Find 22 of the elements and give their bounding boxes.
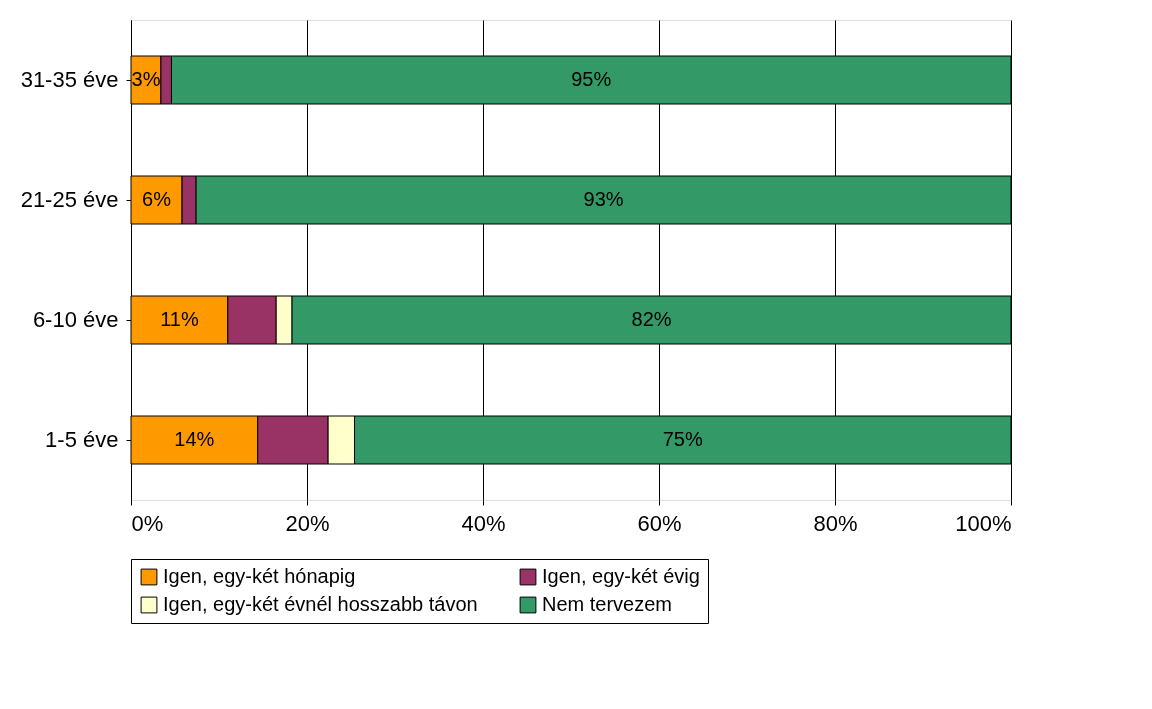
x-tick-label: 0% — [131, 510, 164, 536]
data-label: 75% — [662, 428, 703, 450]
data-label: 14% — [174, 428, 215, 450]
data-label: 3% — [131, 68, 161, 90]
x-tick-label: 100% — [955, 510, 1012, 536]
legend-label: Igen, egy-két évig — [542, 565, 700, 587]
y-tick-label: 6-10 éve — [32, 307, 119, 332]
x-tick-label: 20% — [285, 510, 330, 536]
y-tick-label: 31-35 éve — [20, 67, 119, 92]
x-tick-label: 40% — [461, 510, 506, 536]
legend-label: Igen, egy-két évnél hosszabb távon — [163, 593, 478, 615]
legend-label: Igen, egy-két hónapig — [163, 565, 356, 587]
data-label: 6% — [142, 188, 172, 210]
data-label: 11% — [160, 308, 199, 330]
y-tick-label: 21-25 éve — [20, 187, 119, 212]
legend-label: Nem tervezem — [542, 593, 673, 615]
x-tick-label: 60% — [637, 510, 682, 536]
x-tick-label: 80% — [813, 510, 858, 536]
data-label: 82% — [631, 308, 672, 330]
data-label: 95% — [571, 68, 612, 90]
y-tick-label: 1-5 éve — [45, 427, 119, 452]
data-label: 93% — [583, 188, 624, 210]
